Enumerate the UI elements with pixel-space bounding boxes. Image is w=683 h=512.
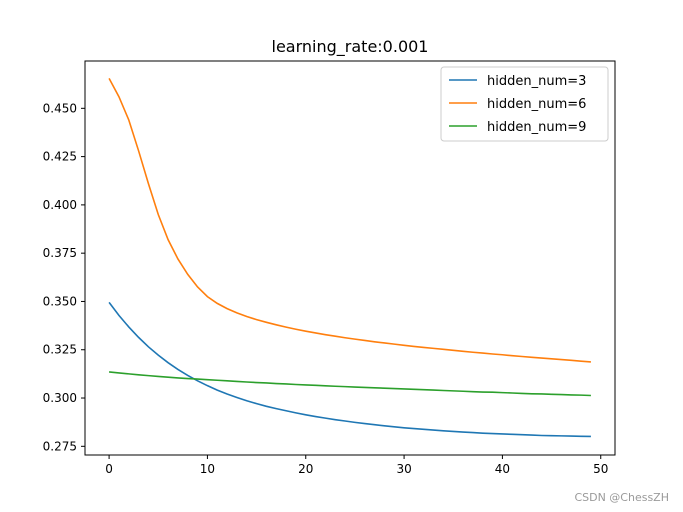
x-tick-label: 20 <box>298 462 313 476</box>
legend-label-3: hidden_num=9 <box>487 120 586 135</box>
series-layer <box>108 78 591 438</box>
y-tick-label: 0.300 <box>43 391 77 405</box>
x-tick-label: 30 <box>396 462 411 476</box>
x-tick-label: 40 <box>495 462 510 476</box>
y-tick-label: 0.425 <box>43 150 77 164</box>
legend: hidden_num=3 hidden_num=6 hidden_num=9 <box>440 66 609 142</box>
series-line-1 <box>108 301 591 438</box>
y-tick-label: 0.325 <box>43 343 77 357</box>
y-tick-label: 0.350 <box>43 294 77 308</box>
legend-box <box>440 66 609 142</box>
y-tick-label: 0.400 <box>43 198 77 212</box>
y-tick-label: 0.450 <box>43 101 77 115</box>
y-axis: 0.275 0.300 0.325 0.350 0.375 0.400 0.425 0.450 <box>43 101 85 453</box>
plot-frame <box>84 60 616 456</box>
series-line-3 <box>109 371 591 397</box>
x-tick-label: 0 <box>105 462 113 476</box>
y-tick-label: 0.275 <box>43 439 77 453</box>
x-tick-label: 50 <box>593 462 608 476</box>
y-tick-label: 0.375 <box>43 246 77 260</box>
chart-title: learning_rate:0.001 <box>272 37 429 57</box>
x-tick-label: 10 <box>200 462 215 476</box>
series-line-2 <box>108 78 591 363</box>
legend-label-2: hidden_num=6 <box>487 97 586 112</box>
watermark: CSDN @ChessZH <box>574 491 669 504</box>
x-axis: 0 10 20 30 40 50 <box>105 455 608 476</box>
legend-label-1: hidden_num=3 <box>487 74 586 89</box>
